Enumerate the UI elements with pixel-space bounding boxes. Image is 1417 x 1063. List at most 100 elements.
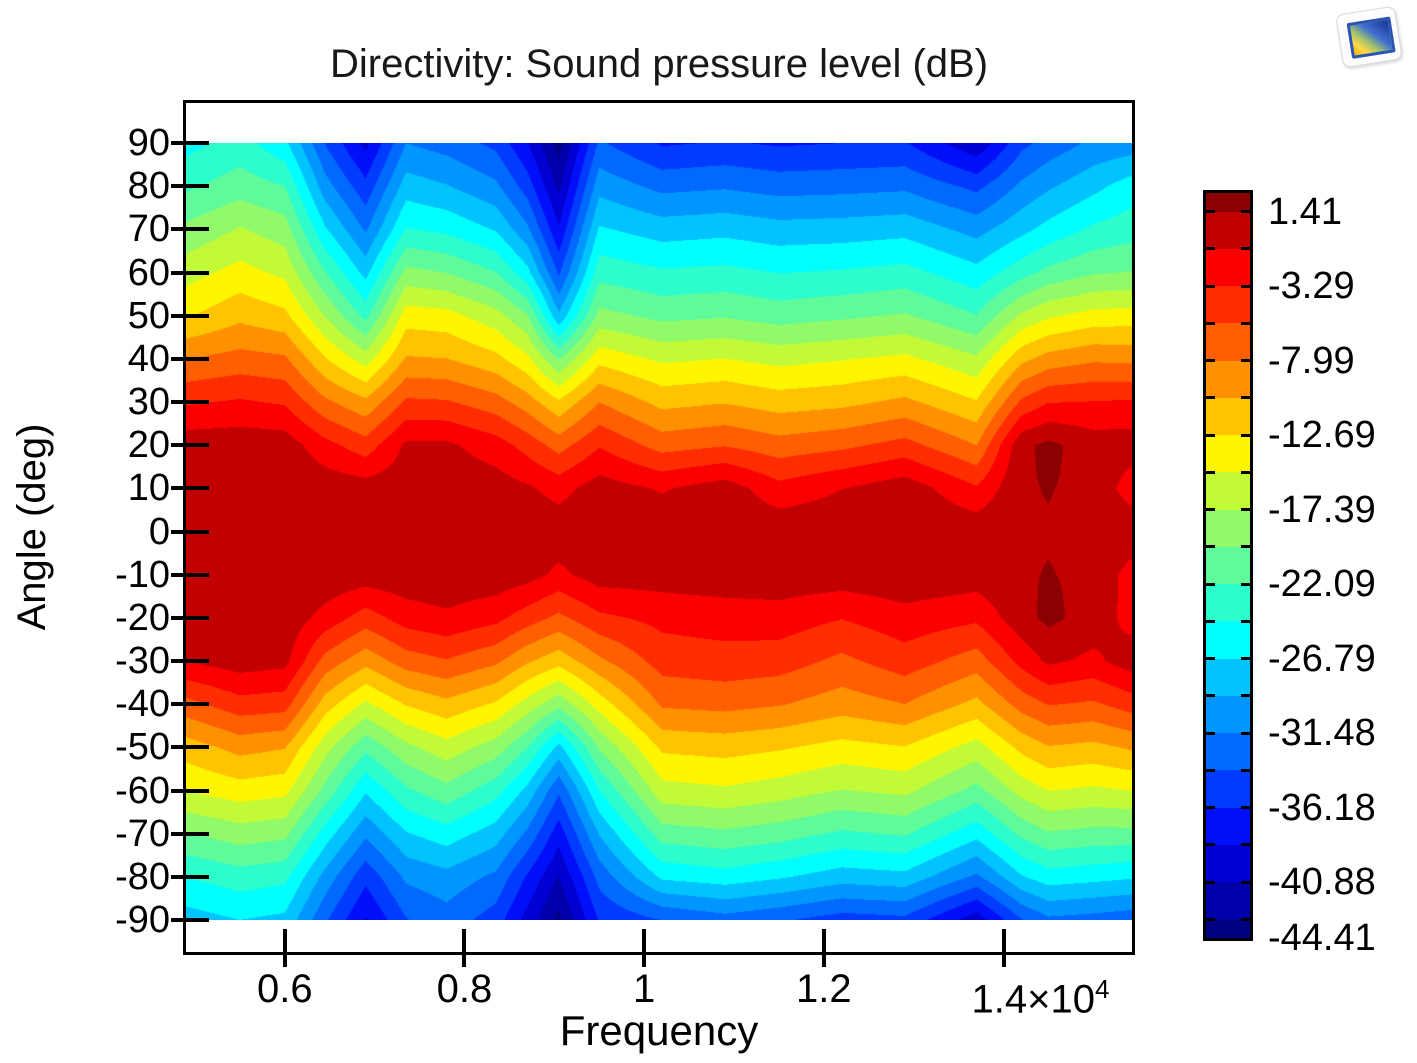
colorbar-segment <box>1206 658 1250 696</box>
colorbar-segment <box>1206 695 1250 734</box>
y-tick-mark <box>171 529 209 534</box>
y-tick-mark <box>171 400 209 404</box>
y-tick-label: 80 <box>127 165 170 208</box>
colorbar-segment <box>1206 844 1250 883</box>
x-tick-mark <box>642 929 647 967</box>
colorbar-labels: 1.41 -3.29 -7.99 -12.69 -17.39 -22.09 -26.79 -3… <box>1268 190 1417 958</box>
colorbar-tick <box>1206 321 1215 325</box>
x-tick-mark <box>821 929 826 967</box>
colorbar-tick <box>1241 657 1250 661</box>
colorbar-segment <box>1206 770 1250 808</box>
y-tick-label: 20 <box>127 424 170 467</box>
colorbar-tick <box>1206 768 1215 772</box>
x-tick-mark <box>1001 929 1006 967</box>
colorbar-tick <box>1241 768 1250 772</box>
colorbar-tick <box>1206 545 1215 549</box>
colorbar-tick <box>1206 619 1215 623</box>
colorbar-segment <box>1206 323 1250 361</box>
colorbar-tick <box>1206 657 1215 661</box>
y-tick-mark <box>171 313 209 318</box>
y-tick-mark <box>171 615 209 620</box>
colorbar-segment <box>1206 286 1250 324</box>
colorbar-segment <box>1206 882 1250 920</box>
colorbar-tick <box>1241 731 1250 735</box>
colorbar-segment <box>1206 733 1250 771</box>
colorbar-tick <box>1206 880 1215 884</box>
colorbar-tick <box>1206 470 1215 474</box>
colorbar-segment <box>1206 211 1250 249</box>
x-tick-mark <box>282 929 287 967</box>
x-tick-labels: 0.6 0.8 1 1.2 1.4×104 <box>186 966 1286 1021</box>
colorbar-tick <box>1206 247 1215 251</box>
colorbar-label: -12.69 <box>1268 414 1376 457</box>
colorbar-tick <box>1206 694 1215 698</box>
colorbar-segment <box>1206 584 1250 622</box>
y-tick-label: 10 <box>127 467 170 510</box>
y-tick-labels: 90 80 70 60 50 40 30 20 10 0 -10 -20 -30 -40 -50 -60 -70… <box>40 103 170 952</box>
colorbar-segment <box>1206 360 1250 398</box>
y-tick-label: -90 <box>115 899 170 941</box>
colorbar-label: -17.39 <box>1268 488 1376 531</box>
colorbar-tick <box>1206 359 1215 363</box>
y-tick-mark <box>171 874 209 879</box>
y-tick-mark <box>171 184 209 189</box>
colorbar-label: 1.41 <box>1268 190 1342 233</box>
colorbar-segment <box>1206 248 1250 287</box>
plot-thumbnail-icon[interactable] <box>1335 5 1403 69</box>
y-tick-label: -70 <box>115 812 170 855</box>
colorbar <box>1203 190 1253 941</box>
colorbar-segment <box>1206 397 1250 436</box>
colorbar-tick <box>1241 582 1250 586</box>
colorbar-segment <box>1206 807 1250 845</box>
colorbar-label: -31.48 <box>1268 712 1376 755</box>
colorbar-tick <box>1206 843 1215 847</box>
y-tick-mark <box>171 443 209 448</box>
y-tick-mark <box>171 356 209 361</box>
colorbar-label: -26.79 <box>1268 637 1376 680</box>
colorbar-tick <box>1206 917 1215 921</box>
colorbar-label: -3.29 <box>1268 265 1355 308</box>
directivity-heatmap-canvas <box>186 143 1132 920</box>
colorbar-tick <box>1241 917 1250 921</box>
y-tick-label: 40 <box>127 337 170 380</box>
colorbar-tick <box>1241 433 1250 437</box>
x-axis-title: Frequency <box>559 1007 759 1054</box>
y-tick-label: 50 <box>127 294 170 337</box>
y-tick-mark <box>171 486 209 491</box>
colorbar-tick <box>1206 582 1215 586</box>
y-tick-label: -60 <box>115 769 170 812</box>
y-tick-mark <box>171 702 209 707</box>
y-tick-label: -20 <box>115 596 170 639</box>
y-tick-mark <box>171 659 209 663</box>
x-tick-label: 1 <box>633 967 656 1011</box>
y-tick-label: 30 <box>127 381 170 423</box>
y-tick-mark <box>171 831 209 836</box>
x-tick-label: 1.2 <box>796 967 852 1011</box>
colorbar-tick <box>1241 508 1250 512</box>
colorbar-label: -36.18 <box>1268 786 1376 829</box>
icon-page <box>1335 5 1403 69</box>
y-tick-mark <box>171 745 209 750</box>
colorbar-tick <box>1241 284 1250 288</box>
y-axis-title: Angle (deg) <box>10 423 54 631</box>
y-tick-label: 90 <box>127 122 170 164</box>
colorbar-segment <box>1206 193 1250 212</box>
colorbar-tick <box>1241 880 1250 884</box>
colorbar-tick <box>1241 843 1250 847</box>
y-tick-label: 60 <box>127 251 170 294</box>
x-tick-mark <box>462 929 467 967</box>
colorbar-segment <box>1206 546 1250 585</box>
y-tick-mark <box>171 227 209 232</box>
y-tick-label: -40 <box>115 683 170 726</box>
colorbar-label: -40.88 <box>1268 861 1376 904</box>
colorbar-tick <box>1206 433 1215 437</box>
colorbar-tick <box>1241 321 1250 325</box>
colorbar-tick <box>1241 806 1250 810</box>
y-tick-mark <box>171 270 209 275</box>
colorbar-segment <box>1206 509 1250 547</box>
plot-frame <box>171 100 1135 967</box>
colorbar-segment <box>1206 472 1250 510</box>
colorbar-tick <box>1241 396 1250 400</box>
x-tick-label: 0.6 <box>257 967 313 1011</box>
